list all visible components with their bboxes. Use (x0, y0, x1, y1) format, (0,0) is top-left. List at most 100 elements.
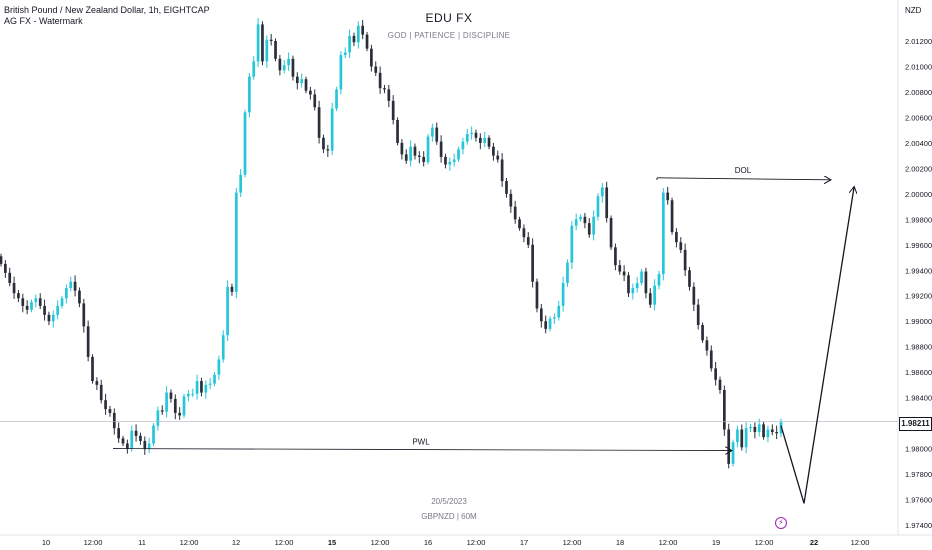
candle-body (439, 141, 443, 157)
candle-body (692, 286, 696, 305)
candle-body (736, 429, 739, 443)
candle-body (535, 281, 539, 309)
x-tick-label: 15 (328, 538, 336, 547)
x-tick-label: 12:00 (180, 538, 199, 547)
candle-body (653, 285, 656, 305)
candle-body (492, 146, 495, 156)
y-tick-label: 1.98400 (905, 394, 932, 403)
candle-body (657, 274, 661, 286)
candle-body (727, 429, 731, 464)
candle-body (221, 335, 225, 360)
y-tick-label: 1.99600 (905, 241, 932, 250)
y-tick-label: 2.00400 (905, 139, 932, 148)
candle-body (570, 225, 574, 263)
candle-body (618, 265, 622, 272)
candle-body (147, 443, 151, 449)
y-tick-label: 2.00600 (905, 113, 932, 122)
x-tick-label: 12:00 (755, 538, 774, 547)
candle-body (426, 136, 430, 162)
candle-body (775, 432, 778, 434)
candle-body (12, 283, 16, 294)
candle-body (226, 286, 229, 336)
dol-arrow (656, 178, 830, 180)
candle-body (574, 219, 578, 226)
x-tick-label: 12:00 (659, 538, 678, 547)
candle-body (553, 317, 556, 319)
candle-body (753, 426, 757, 433)
watermark-date: 20/5/2023 (431, 497, 467, 506)
candle-body (557, 305, 561, 318)
indicator-label[interactable]: AG FX - Watermark (4, 16, 83, 26)
candle-body (422, 156, 426, 162)
candle-body (99, 384, 103, 401)
candle-body (361, 25, 365, 35)
y-tick-label: 1.98000 (905, 445, 932, 454)
candle-body (25, 305, 29, 310)
pwl-label: PWL (412, 438, 430, 447)
candle-body (374, 66, 378, 73)
candle-body (0, 256, 3, 264)
candle-body (17, 293, 20, 299)
candle-body (217, 359, 221, 375)
candle-body (531, 244, 534, 282)
candle-body (561, 283, 565, 306)
candle-body (322, 137, 325, 150)
candle-body (265, 39, 269, 62)
candle-body (152, 425, 155, 444)
candle-body (766, 429, 770, 438)
candle-body (126, 443, 129, 449)
candle-body (505, 181, 508, 194)
currency-label[interactable]: NZD (905, 6, 922, 15)
candle-body (627, 275, 630, 294)
candle-body (622, 271, 626, 276)
candle-body (579, 216, 582, 220)
symbol-description[interactable]: British Pound / New Zealand Dollar, 1h, … (4, 5, 210, 15)
x-tick-label: 12:00 (467, 538, 486, 547)
candle-body (409, 146, 412, 161)
x-tick-label: 12:00 (851, 538, 870, 547)
candle-body (770, 429, 774, 433)
x-tick-label: 12:00 (371, 538, 390, 547)
candle-body (335, 89, 338, 109)
candle-body (762, 424, 765, 438)
candle-body (391, 100, 395, 120)
candle-body (609, 218, 613, 248)
x-tick-label: 12:00 (563, 538, 582, 547)
x-tick-label: 12:00 (275, 538, 294, 547)
candle-body (287, 58, 290, 66)
candle-body (635, 283, 639, 289)
candle-body (365, 34, 369, 49)
candle-body (112, 412, 116, 429)
y-tick-label: 2.00800 (905, 88, 932, 97)
candle-body (104, 400, 107, 410)
candle-body (483, 137, 487, 143)
candle-body (614, 247, 617, 266)
candle-body (239, 174, 243, 193)
candles (0, 18, 783, 469)
lightning-icon[interactable]: ⚡ (775, 517, 787, 529)
candle-body (282, 65, 286, 71)
candle-body (714, 368, 717, 380)
annotations: DOL PWL (0, 166, 898, 504)
candle-body (413, 146, 417, 156)
candle-body (187, 393, 190, 397)
y-tick-label: 2.00000 (905, 190, 932, 199)
y-tick-label: 1.98800 (905, 343, 932, 352)
candle-body (396, 119, 399, 143)
candle-body (513, 206, 517, 220)
candle-body (731, 442, 735, 464)
candle-body (330, 108, 334, 151)
x-tick-label: 11 (138, 538, 146, 547)
x-tick-label: 10 (42, 538, 50, 547)
candle-body (583, 216, 587, 224)
candle-body (544, 321, 548, 329)
candle-body (452, 159, 456, 162)
candle-body (78, 290, 81, 304)
candle-body (139, 435, 142, 441)
candle-body (47, 314, 51, 322)
candle-body (95, 381, 99, 385)
candle-body (640, 271, 643, 283)
candle-body (317, 107, 321, 138)
